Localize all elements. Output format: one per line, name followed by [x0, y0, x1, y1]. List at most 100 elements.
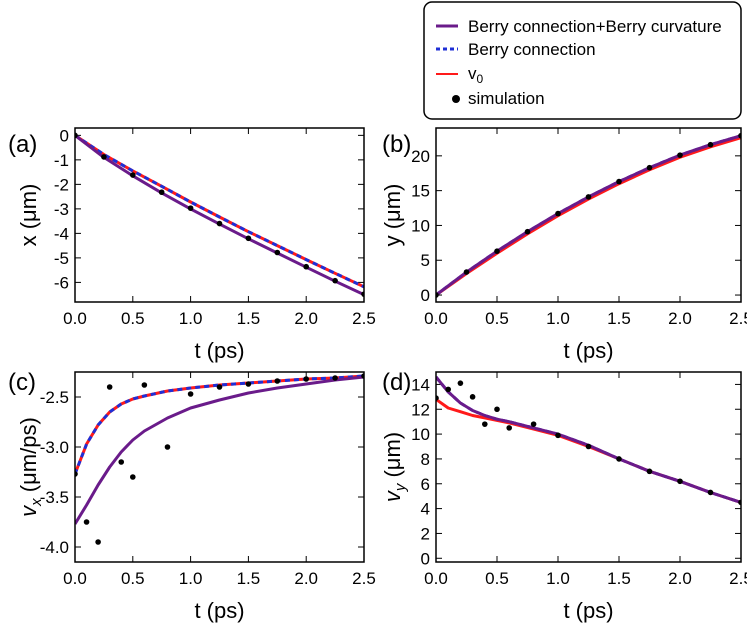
simulation-point: [303, 263, 310, 270]
plot-frame: [74, 127, 365, 303]
simulation-point: [332, 277, 338, 284]
x-tick-label: 2.5: [352, 569, 376, 588]
y-axis-title: x (μm): [16, 184, 41, 247]
panel-c: 0.0 0.5 1.0 1.5 2.0 2.5 -2.5 -3.0 -3.5 -4.0 (c) t (…: [8, 369, 376, 623]
simulation-point: [585, 194, 592, 200]
y-tick-label: -1: [54, 151, 69, 170]
simulation-point: [616, 178, 622, 185]
simulation-point: [646, 468, 653, 475]
series-line-berry-curvature: [75, 375, 364, 525]
legend-label-v0: v0: [468, 64, 484, 86]
x-tick-label: 1.5: [607, 309, 631, 328]
simulation-point: [555, 210, 561, 217]
x-tick-label: 1.0: [546, 309, 570, 328]
panel-d: 0.0 0.5 1.0 1.5 2.0 2.5 0 2 4 6 8 10 12 14(d) t (ps) vy…: [380, 369, 747, 623]
series-line-berry-connection: [436, 376, 741, 504]
simulation-point: [274, 378, 281, 384]
simulation-point: [164, 444, 171, 450]
simulation-point: [482, 421, 488, 427]
x-tick-label: 0.5: [121, 309, 145, 328]
simulation-point: [158, 189, 165, 196]
x-tick-label: 0.5: [485, 309, 509, 328]
y-tick-label: 6: [421, 475, 430, 494]
panel-label: (c): [8, 369, 36, 396]
panel-label: (b): [382, 131, 411, 158]
y-axis-title: vy (μm): [380, 432, 409, 502]
y-tick-label: -5: [54, 249, 69, 268]
simulation-point: [469, 394, 476, 400]
panel-label: (a): [8, 131, 37, 158]
series-line-v0: [75, 134, 364, 289]
simulation-point: [101, 154, 107, 160]
x-tick-label: 0.0: [63, 569, 87, 588]
x-tick-label: 1.0: [179, 309, 203, 328]
simulation-point: [707, 141, 714, 148]
legend-label-berry-connection: Berry connection: [468, 40, 596, 59]
simulation-point: [106, 384, 113, 390]
x-tick-label: 0.5: [121, 569, 145, 588]
x-tick-label: 1.0: [546, 569, 570, 588]
simulation-point: [506, 425, 512, 431]
y-tick-label: 2: [421, 524, 430, 543]
simulation-point: [83, 519, 90, 525]
y-tick-label: 12: [411, 400, 430, 419]
simulation-point: [646, 164, 653, 171]
series-line-berry-curvature: [436, 376, 741, 504]
series-line-berry-connection: [436, 134, 741, 297]
x-tick-label: 2.0: [294, 569, 318, 588]
simulation-point: [216, 220, 223, 227]
y-tick-label: -4.0: [40, 538, 69, 557]
y-tick-label: 10: [411, 425, 430, 444]
series-line-v0: [75, 374, 364, 475]
simulation-point: [245, 235, 252, 242]
x-tick-label: 1.5: [237, 309, 261, 328]
y-tick-label: 10: [411, 216, 430, 235]
y-tick-label: 5: [421, 251, 430, 270]
simulation-point: [216, 384, 223, 390]
panel-b: 0.0 0.5 1.0 1.5 2.0 2.5 0 5 10 15 20(b) t (ps) y (μm…: [380, 127, 747, 363]
y-tick-label: 0: [421, 549, 430, 568]
series-line-v0: [436, 136, 741, 297]
simulation-point: [303, 376, 310, 382]
x-tick-label: 1.5: [237, 569, 261, 588]
y-axis-title: y (μm): [380, 184, 405, 247]
legend-frame: [423, 1, 742, 120]
panel-label: (d): [382, 369, 411, 396]
y-tick-label: -3: [54, 200, 69, 219]
plot-frame: [435, 127, 742, 303]
x-axis-title: t (ps): [563, 338, 613, 363]
x-axis-title: t (ps): [563, 598, 613, 623]
y-tick-label: 8: [421, 450, 430, 469]
simulation-point: [530, 421, 537, 427]
x-tick-label: 2.5: [729, 569, 747, 588]
simulation-point: [332, 375, 338, 381]
y-tick-label: 15: [411, 182, 430, 201]
y-tick-label: 4: [421, 500, 430, 519]
x-tick-label: 2.0: [668, 569, 692, 588]
simulation-point: [118, 459, 125, 465]
y-tick-label: 0: [421, 286, 430, 305]
simulation-point: [130, 474, 136, 480]
x-tick-label: 1.5: [607, 569, 631, 588]
simulation-point: [130, 172, 136, 178]
y-tick-label: -6: [54, 273, 69, 292]
simulation-point: [187, 205, 194, 211]
simulation-point: [677, 478, 683, 485]
y-tick-label: 20: [411, 147, 430, 166]
simulation-point: [187, 391, 194, 397]
simulation-point: [445, 386, 452, 393]
x-tick-label: 2.0: [668, 309, 692, 328]
series-line-berry-curvature: [75, 134, 364, 296]
x-tick-label: 0.0: [424, 569, 448, 588]
simulation-point: [524, 228, 531, 235]
legend-label-berry-curvature: Berry connection+Berry curvature: [468, 17, 722, 36]
y-tick-label: -2.5: [40, 388, 69, 407]
x-tick-label: 2.5: [352, 309, 376, 328]
simulation-point: [141, 382, 148, 388]
x-axis-title: t (ps): [194, 338, 244, 363]
x-tick-label: 2.0: [294, 309, 318, 328]
simulation-point: [457, 380, 464, 386]
legend-label-v0-sub: 0: [477, 72, 484, 86]
simulation-point: [494, 248, 500, 254]
